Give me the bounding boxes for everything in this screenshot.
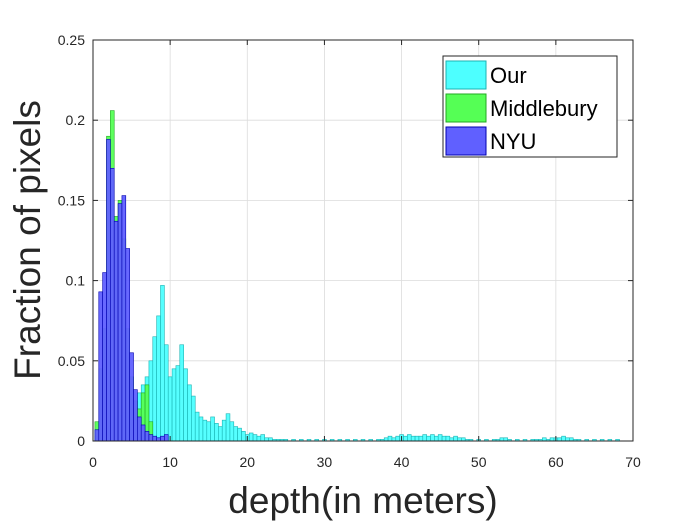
legend-swatch-our <box>445 60 487 90</box>
bar-our <box>175 365 181 442</box>
bar-our <box>256 435 262 442</box>
bar-our <box>183 368 188 442</box>
bar-nyu <box>106 139 111 442</box>
bar-nyu <box>110 168 115 442</box>
bar-our <box>187 384 192 442</box>
bar-our <box>214 423 219 442</box>
bar-nyu <box>137 416 142 442</box>
bar-our <box>191 395 196 442</box>
bar-nyu <box>102 272 107 442</box>
bar-our <box>167 376 173 442</box>
bar-our <box>171 368 177 442</box>
y-axis-label: Fraction of pixels <box>7 100 48 380</box>
bar-our <box>403 435 408 442</box>
bar-our <box>430 434 435 442</box>
y-tick-label: 0.15 <box>58 192 85 208</box>
axis-ticks: 0 10 20 30 40 50 60 70 0 0.05 0.1 0.15 0.2 0.25 <box>58 32 641 470</box>
bar-our <box>210 416 215 442</box>
bar-our <box>156 315 161 442</box>
bar-our <box>445 435 451 442</box>
y-tick-label: 0.1 <box>66 273 86 289</box>
x-tick-label: 10 <box>162 454 178 470</box>
bar-our <box>160 285 165 442</box>
bar-our <box>422 434 427 442</box>
bar-our <box>252 434 258 442</box>
x-tick-label: 60 <box>548 454 564 470</box>
bar-our <box>441 435 447 442</box>
bar-nyu <box>121 195 127 442</box>
bar-our <box>260 434 265 442</box>
bar-our <box>410 435 416 442</box>
legend-swatch-middlebury <box>445 93 487 123</box>
x-tick-label: 70 <box>625 454 641 470</box>
legend-label-our: Our <box>490 63 527 88</box>
bar-our <box>229 421 235 442</box>
bar-nyu <box>140 424 146 442</box>
bar-our <box>395 435 400 442</box>
bar-our <box>179 344 184 442</box>
x-tick-label: 0 <box>89 454 97 470</box>
bar-our <box>434 435 439 442</box>
x-axis-label: depth(in meters) <box>228 480 497 521</box>
bar-our <box>418 435 424 442</box>
plot-area-frame <box>92 39 634 442</box>
legend: Our Middlebury NYU <box>442 55 618 158</box>
x-tick-label: 50 <box>471 454 487 470</box>
bar-nyu <box>133 389 138 442</box>
bar-our <box>198 416 204 442</box>
x-tick-label: 20 <box>239 454 255 470</box>
bar-our <box>206 421 211 442</box>
bar-nyu <box>98 291 103 442</box>
bar-our <box>248 432 254 442</box>
bar-our <box>387 435 393 442</box>
legend-swatch-nyu <box>445 126 487 156</box>
bar-our <box>241 431 246 442</box>
bar-our <box>453 435 458 442</box>
bar-our <box>164 344 169 442</box>
bar-nyu <box>164 434 169 442</box>
bar-our <box>194 411 200 442</box>
y-tick-label: 0.05 <box>58 353 85 369</box>
bar-our <box>561 435 566 442</box>
x-tick-label: 30 <box>317 454 333 470</box>
bar-nyu <box>117 203 123 442</box>
y-tick-label: 0 <box>77 433 85 449</box>
y-tick-label: 0.25 <box>58 32 85 48</box>
bar-our <box>225 413 231 442</box>
bar-nyu <box>152 435 157 442</box>
bar-nyu <box>160 435 165 442</box>
bar-our <box>437 434 443 442</box>
bar-our <box>233 426 238 442</box>
legend-label-middlebury: Middlebury <box>490 96 598 121</box>
legend-label-nyu: NYU <box>490 129 536 154</box>
bar-nyu <box>125 248 130 442</box>
bar-nyu <box>148 434 154 442</box>
bar-our <box>221 419 227 442</box>
bar-our <box>407 434 412 442</box>
bar-nyu <box>94 429 100 442</box>
bar-our <box>426 435 431 442</box>
bar-our <box>218 426 223 442</box>
bar-nyu <box>113 220 119 442</box>
bars <box>94 110 620 442</box>
bar-our <box>202 419 208 442</box>
bar-nyu <box>144 431 150 442</box>
series-nyu <box>94 139 169 442</box>
x-tick-label: 40 <box>394 454 410 470</box>
y-tick-label: 0.2 <box>66 112 86 128</box>
bar-our <box>152 336 157 442</box>
bar-our <box>237 427 242 442</box>
bar-nyu <box>129 352 134 442</box>
bar-our <box>414 435 420 442</box>
